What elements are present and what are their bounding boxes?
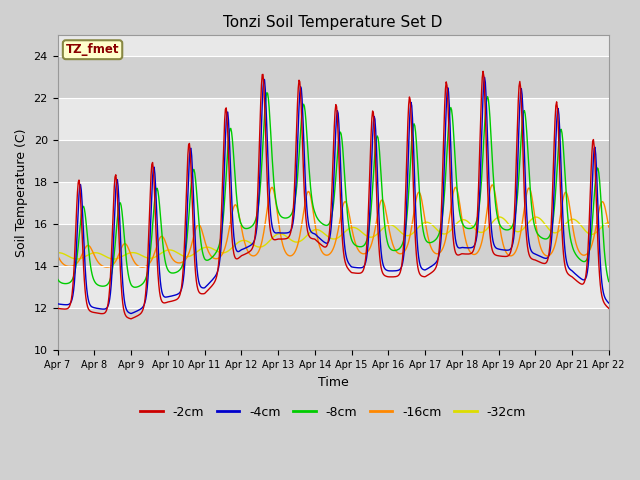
-32cm — [54, 250, 61, 256]
-16cm — [488, 182, 496, 188]
Bar — [58, 140, 609, 182]
-16cm — [63, 263, 71, 269]
Line: -4cm: -4cm — [58, 77, 609, 313]
-4cm — [120, 297, 128, 302]
Line: -2cm: -2cm — [58, 72, 609, 319]
-16cm — [206, 252, 214, 258]
Legend: -2cm, -4cm, -8cm, -16cm, -32cm: -2cm, -4cm, -8cm, -16cm, -32cm — [135, 401, 531, 424]
-32cm — [496, 214, 504, 220]
-16cm — [177, 260, 185, 265]
-8cm — [605, 279, 612, 285]
-16cm — [138, 264, 146, 270]
-2cm — [177, 288, 185, 293]
-2cm — [127, 316, 135, 322]
-16cm — [120, 241, 128, 247]
-32cm — [401, 232, 409, 238]
X-axis label: Time: Time — [318, 376, 349, 389]
-16cm — [401, 248, 409, 254]
-32cm — [121, 252, 129, 258]
-8cm — [54, 276, 61, 282]
-4cm — [63, 302, 71, 308]
-2cm — [417, 273, 425, 278]
-8cm — [206, 256, 214, 262]
-16cm — [54, 252, 61, 258]
-32cm — [605, 219, 612, 225]
-8cm — [131, 284, 139, 290]
-8cm — [418, 217, 426, 223]
-4cm — [54, 301, 61, 307]
-8cm — [120, 234, 128, 240]
-2cm — [54, 305, 61, 311]
-4cm — [206, 279, 214, 285]
-4cm — [127, 311, 135, 316]
-32cm — [63, 253, 71, 259]
-8cm — [63, 281, 71, 287]
-2cm — [63, 306, 71, 312]
Text: TZ_fmet: TZ_fmet — [66, 43, 119, 56]
-2cm — [479, 69, 487, 74]
-2cm — [206, 285, 214, 291]
-4cm — [401, 240, 409, 246]
Line: -32cm: -32cm — [58, 217, 609, 259]
-4cm — [481, 74, 488, 80]
-32cm — [109, 256, 117, 262]
-4cm — [417, 264, 425, 270]
-8cm — [263, 90, 271, 96]
-8cm — [402, 226, 410, 232]
Bar — [58, 224, 609, 266]
-4cm — [605, 300, 612, 306]
-2cm — [401, 215, 409, 220]
-8cm — [177, 265, 185, 271]
-32cm — [177, 252, 185, 258]
-16cm — [605, 224, 612, 230]
-32cm — [206, 245, 214, 251]
-4cm — [177, 288, 185, 293]
Title: Tonzi Soil Temperature Set D: Tonzi Soil Temperature Set D — [223, 15, 443, 30]
-2cm — [120, 309, 128, 315]
Y-axis label: Soil Temperature (C): Soil Temperature (C) — [15, 129, 28, 257]
Line: -8cm: -8cm — [58, 93, 609, 287]
Line: -16cm: -16cm — [58, 185, 609, 267]
-16cm — [417, 193, 425, 199]
-32cm — [417, 222, 425, 228]
Bar — [58, 308, 609, 350]
Bar — [58, 56, 609, 98]
-2cm — [605, 305, 612, 311]
